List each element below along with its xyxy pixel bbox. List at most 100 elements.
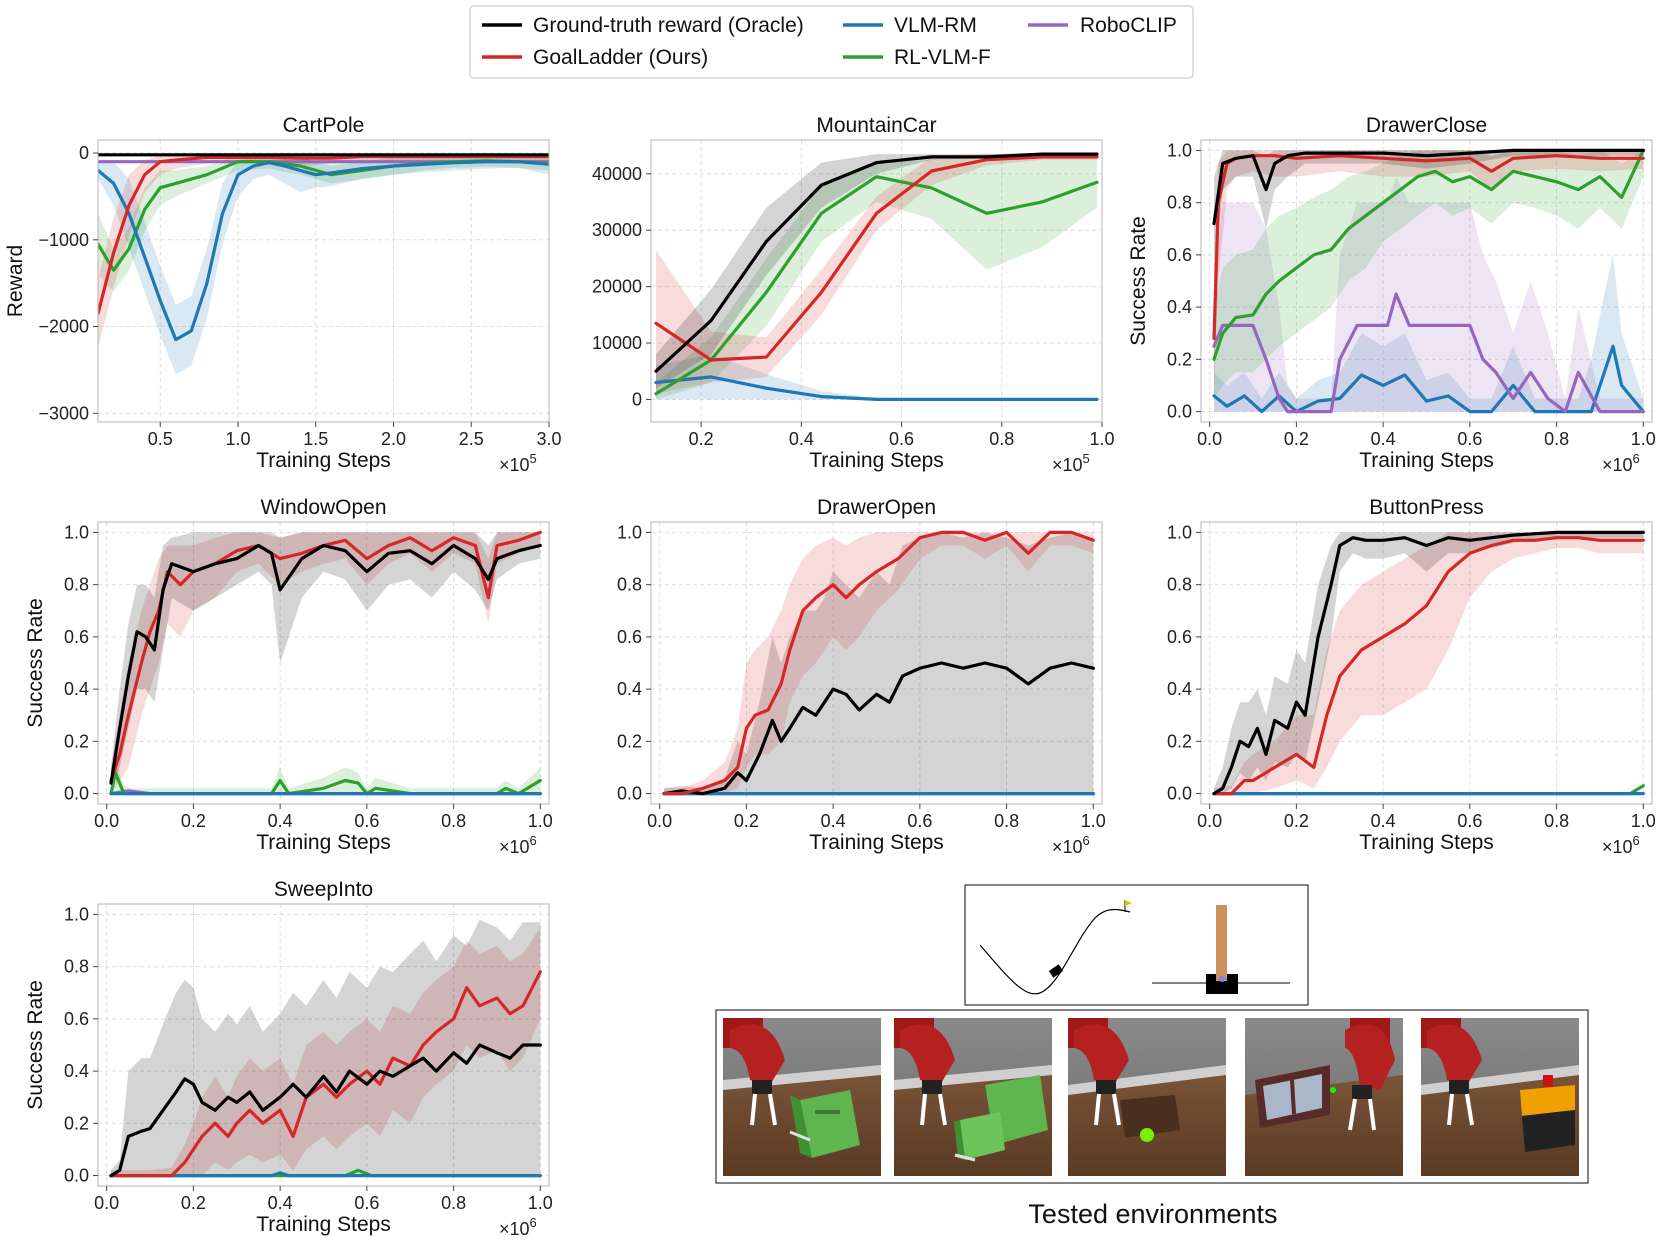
series-line-goalladder-ours xyxy=(109,530,542,783)
series-line-ground-truth-reward-oracle xyxy=(109,1043,542,1178)
band-vlm-rm xyxy=(1214,254,1644,412)
series-line-vlm-rm xyxy=(654,375,1099,401)
x-tick-label: 0.4 xyxy=(821,811,846,831)
legend-label-rlvlmf: RL-VLM-F xyxy=(894,46,991,69)
band-rl-vlm-f xyxy=(1214,150,1644,399)
x-tick-label: 0.2 xyxy=(689,429,714,449)
y-tick-label: 30000 xyxy=(592,220,642,240)
y-tick-label: 0.4 xyxy=(617,679,642,699)
x-tick-label: 1.0 xyxy=(225,429,250,449)
x-axis-label: Training Steps xyxy=(256,449,391,472)
y-tick-label: 0.8 xyxy=(617,575,642,595)
x-tick-label: 0.8 xyxy=(994,811,1019,831)
legend-label-goalladder: GoalLadder (Ours) xyxy=(533,46,708,69)
y-tick-label: 0.4 xyxy=(64,1061,89,1081)
y-tick-label: 0.6 xyxy=(64,1009,89,1029)
x-tick-label: 1.5 xyxy=(303,429,328,449)
chart-title: WindowOpen xyxy=(260,496,386,519)
y-tick-label: 0.0 xyxy=(64,784,89,804)
y-tick-label: 0.8 xyxy=(64,957,89,977)
x-tick-label: 0.8 xyxy=(441,811,466,831)
band-ground-truth-reward-oracle xyxy=(111,919,541,1176)
cartpole-illustration xyxy=(1152,905,1290,994)
series-line-goalladder-ours xyxy=(1212,536,1645,796)
y-tick-label: 0.6 xyxy=(617,627,642,647)
y-tick-label: 0.2 xyxy=(64,1113,89,1133)
legend-entry-rlvlmf: RL-VLM-F xyxy=(843,46,991,69)
x-axis-multiplier: ×106 xyxy=(1602,833,1640,857)
x-axis-multiplier: ×106 xyxy=(1052,833,1090,857)
series-line-ground-truth-reward-oracle xyxy=(1212,530,1645,796)
y-tick-label: −2000 xyxy=(38,317,89,337)
y-tick-label: 0.0 xyxy=(617,784,642,804)
x-tick-label: 0.4 xyxy=(268,1193,293,1213)
x-axis-multiplier: ×105 xyxy=(499,451,537,475)
series-line-vlm-rm xyxy=(109,1171,542,1178)
x-axis-label: Training Steps xyxy=(809,449,944,472)
x-tick-label: 0.4 xyxy=(1371,429,1396,449)
x-tick-label: 0.6 xyxy=(1457,811,1482,831)
legend: Ground-truth reward (Oracle) GoalLadder … xyxy=(469,5,1194,79)
x-tick-label: 0.8 xyxy=(441,1193,466,1213)
chart-buttonpress: 0.0 0.2 0.4 0.6 0.8 1.0 0.0 0.2 0.4 0.6 0.8 1.0 Butt… xyxy=(1167,496,1656,857)
band-goalladder-ours xyxy=(1214,532,1644,794)
metaworld-env-strip xyxy=(715,1009,1589,1184)
x-tick-label: 0.0 xyxy=(1197,429,1222,449)
y-tick-label: 40000 xyxy=(592,164,642,184)
x-tick-label: 0.2 xyxy=(1284,429,1309,449)
x-tick-label: 0.6 xyxy=(907,811,932,831)
x-axis-multiplier: ×106 xyxy=(499,833,537,857)
band-goalladder-ours xyxy=(664,532,1094,794)
plot-series xyxy=(98,153,549,375)
y-tick-label: 0.2 xyxy=(1167,731,1192,751)
series-line-goalladder-ours xyxy=(98,154,549,316)
x-axis-label: Training Steps xyxy=(1359,831,1494,854)
x-axis-multiplier: ×105 xyxy=(1052,451,1090,475)
series-line-vlm-rm xyxy=(1212,344,1645,414)
x-tick-label: 0.0 xyxy=(94,811,119,831)
y-tick-label: 0.0 xyxy=(64,1166,89,1186)
series-line-goalladder-ours xyxy=(654,155,1099,362)
x-tick-label: 2.5 xyxy=(459,429,484,449)
y-tick-label: 1.0 xyxy=(1167,140,1192,160)
plot-area xyxy=(651,522,1102,804)
x-tick-label: 0.5 xyxy=(148,429,173,449)
plot-frame xyxy=(97,521,550,805)
plot-area xyxy=(651,140,1102,422)
y-tick-label: 0.6 xyxy=(1167,245,1192,265)
x-tick-label: 0.6 xyxy=(354,1193,379,1213)
y-tick-label: 0.8 xyxy=(1167,575,1192,595)
series-line-goalladder-ours xyxy=(109,970,542,1178)
band-rl-vlm-f xyxy=(111,762,541,794)
series-line-rl-vlm-f xyxy=(654,175,1099,396)
series-line-ground-truth-reward-oracle xyxy=(1212,148,1645,226)
legend-frame xyxy=(469,5,1194,79)
plot-frame xyxy=(650,139,1103,423)
x-axis-multiplier: ×106 xyxy=(1602,451,1640,475)
legend-entry-goalladder: GoalLadder (Ours) xyxy=(482,46,708,69)
y-tick-label: 1.0 xyxy=(617,522,642,542)
plot-area xyxy=(98,904,549,1186)
y-tick-label: 1.0 xyxy=(64,904,89,924)
x-tick-label: 0.8 xyxy=(1544,811,1569,831)
chart-sweepinto: 0.0 0.2 0.4 0.6 0.8 1.0 0.0 0.2 0.4 0.6 0.8 1.0 Swee… xyxy=(24,878,553,1239)
x-tick-label: 0.4 xyxy=(268,811,293,831)
y-tick-label: 0.2 xyxy=(64,731,89,751)
env-thumbnail-drawer-open xyxy=(894,1018,1052,1176)
chart-windowopen: 0.0 0.2 0.4 0.6 0.8 1.0 0.0 0.2 0.4 0.6 0.8 1.0 Wind… xyxy=(24,496,553,857)
chart-cartpole: 0.5 1.0 1.5 2.0 2.5 3.0 0 −1000 −2000 −3000 CartPo… xyxy=(4,114,562,475)
plot-series xyxy=(1212,530,1645,796)
x-axis-label: Training Steps xyxy=(256,1213,391,1236)
x-tick-label: 0.4 xyxy=(1371,811,1396,831)
chart-drawerclose: 0.0 0.2 0.4 0.6 0.8 1.0 0.0 0.2 0.4 0.6 0.8 1.0 Draw… xyxy=(1127,114,1656,475)
y-tick-label: −1000 xyxy=(38,230,89,250)
legend-label-oracle: Ground-truth reward (Oracle) xyxy=(533,14,804,37)
classic-env-illustration xyxy=(964,884,1309,1006)
series-line-goalladder-ours xyxy=(662,530,1095,796)
y-axis-label: Success Rate xyxy=(1127,216,1150,346)
x-tick-label: 1.0 xyxy=(1081,811,1106,831)
band-ground-truth-reward-oracle xyxy=(664,532,1094,794)
y-tick-label: 0.2 xyxy=(1167,349,1192,369)
y-tick-label: 0.8 xyxy=(64,575,89,595)
